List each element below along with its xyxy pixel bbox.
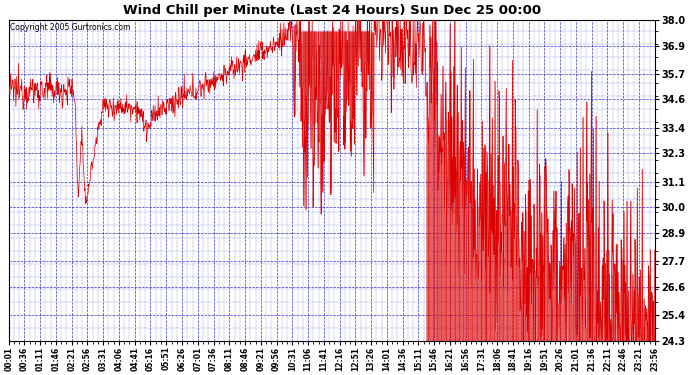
Text: Copyright 2005 Gurtronics.com: Copyright 2005 Gurtronics.com bbox=[10, 23, 130, 32]
Title: Wind Chill per Minute (Last 24 Hours) Sun Dec 25 00:00: Wind Chill per Minute (Last 24 Hours) Su… bbox=[123, 4, 541, 17]
